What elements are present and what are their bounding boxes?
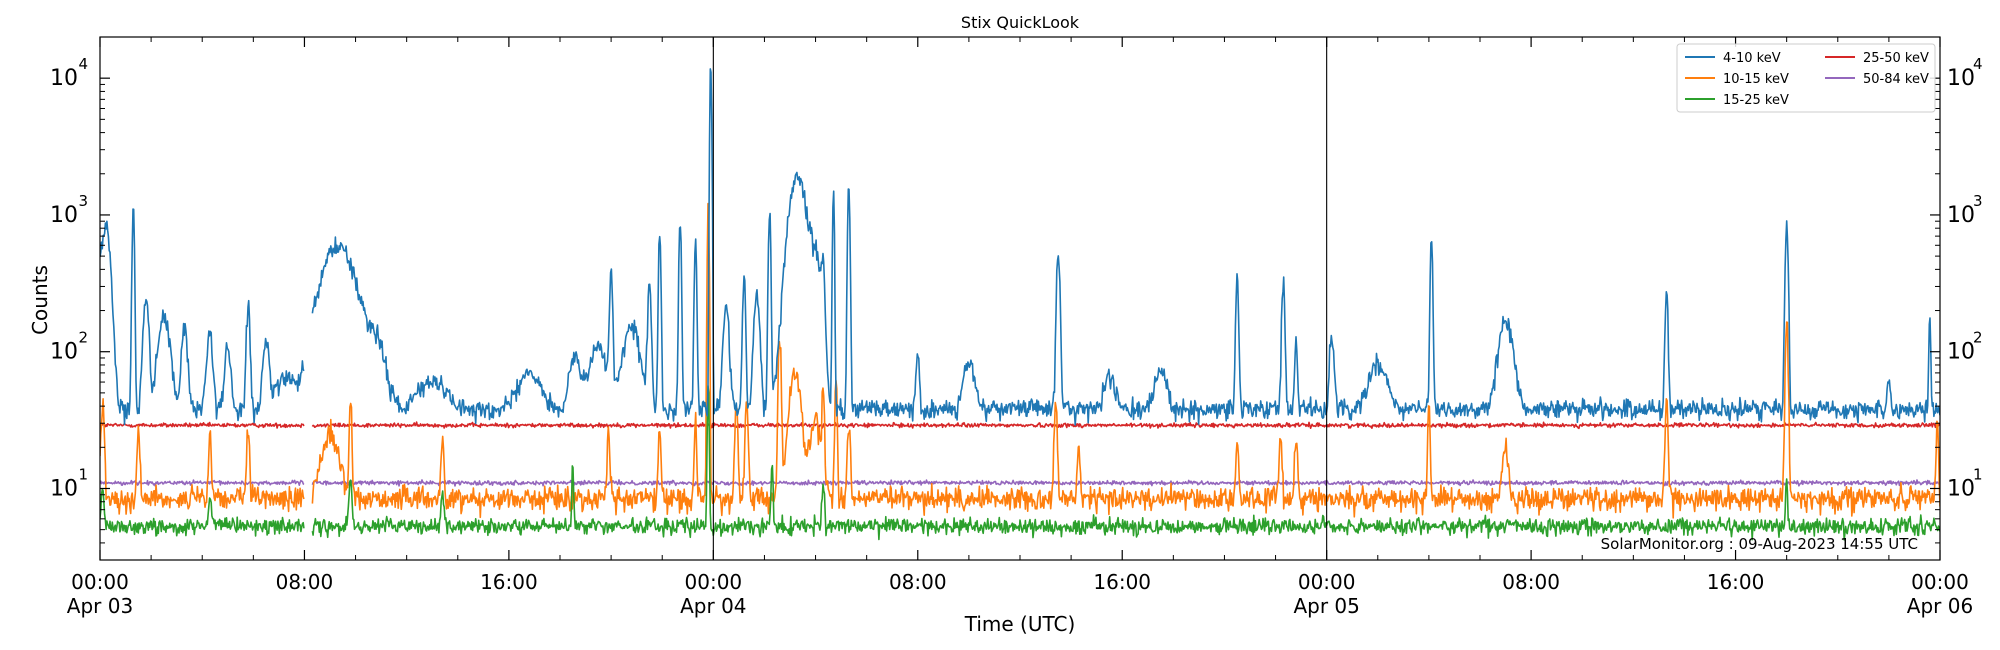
legend-item: 25-50 keV xyxy=(1825,51,1929,66)
y-tick-label-right: 104 xyxy=(1947,55,1983,91)
y-tick-exponent: 3 xyxy=(1973,192,1983,210)
legend-box xyxy=(1676,43,1936,113)
y-tick-label: 210 xyxy=(50,329,88,365)
legend-item: 10-15 keV xyxy=(1685,72,1789,87)
legend-item: 15-25 keV xyxy=(1685,93,1789,108)
x-tick-date: Apr 06 xyxy=(1907,594,1973,618)
y-tick-base: 10 xyxy=(50,476,78,501)
legend-label: 4-10 keV xyxy=(1723,51,1781,66)
y-tick-label: 310 xyxy=(50,192,88,228)
y-tick-base: 10 xyxy=(1947,340,1975,365)
x-tick-label: 00:00 xyxy=(71,570,129,594)
y-tick-base: 10 xyxy=(1947,203,1975,228)
day-boundary-lines xyxy=(712,37,1328,560)
legend-label: 15-25 keV xyxy=(1723,93,1789,108)
series-line-15-25-kev xyxy=(100,385,1940,541)
series-line-10-15-kev xyxy=(100,202,1940,519)
watermark-text: SolarMonitor.org : 09-Aug-2023 14:55 UTC xyxy=(1601,535,1918,553)
x-tick-label: 16:00 xyxy=(480,570,538,594)
y-tick-label: 110 xyxy=(50,465,88,501)
y-tick-label-right: 103 xyxy=(1947,192,1983,228)
y-tick-exponent: 1 xyxy=(1973,465,1983,483)
y-axis-label: Counts xyxy=(28,265,52,335)
x-tick-label: 08:00 xyxy=(1502,570,1560,594)
y-tick-exponent: 2 xyxy=(1973,329,1983,347)
x-tick-label: 16:00 xyxy=(1707,570,1765,594)
series-line-4-10-kev xyxy=(100,68,1940,426)
y-tick-base: 10 xyxy=(1947,66,1975,91)
x-tick-label: 08:00 xyxy=(276,570,334,594)
x-tick-label: 00:00 xyxy=(1911,570,1969,594)
series-layer xyxy=(100,68,1940,541)
x-tick-label: 16:00 xyxy=(1093,570,1151,594)
x-tick-date: Apr 05 xyxy=(1293,594,1359,618)
y-tick-exponent: 4 xyxy=(78,55,88,73)
series-line-25-50-kev xyxy=(100,421,1940,430)
x-tick-label: 00:00 xyxy=(1298,570,1356,594)
y-tick-base: 10 xyxy=(50,66,78,91)
legend: 4-10 keV 10-15 keV 15-25 keV 25-50 keV 50-84… xyxy=(1676,43,1936,113)
y-tick-label: 410 xyxy=(50,55,88,91)
legend-label: 25-50 keV xyxy=(1863,51,1929,66)
legend-item: 4-10 keV xyxy=(1685,51,1781,66)
x-tick-date: Apr 03 xyxy=(67,594,133,618)
chart-title: Stix QuickLook xyxy=(961,13,1080,32)
y-tick-exponent: 1 xyxy=(78,465,88,483)
x-tick-label: 00:00 xyxy=(685,570,743,594)
x-tick-label: 08:00 xyxy=(889,570,947,594)
legend-label: 10-15 keV xyxy=(1723,72,1789,87)
y-tick-label-right: 102 xyxy=(1947,329,1983,365)
y-tick-exponent: 2 xyxy=(78,329,88,347)
legend-item: 50-84 keV xyxy=(1825,72,1929,87)
y-tick-base: 10 xyxy=(1947,476,1975,501)
x-axis-label: Time (UTC) xyxy=(964,612,1076,636)
y-tick-exponent: 4 xyxy=(1973,55,1983,73)
y-tick-exponent: 3 xyxy=(78,192,88,210)
x-tick-date: Apr 04 xyxy=(680,594,746,618)
legend-label: 50-84 keV xyxy=(1863,72,1929,87)
y-tick-base: 10 xyxy=(50,203,78,228)
y-tick-base: 10 xyxy=(50,340,78,365)
y-tick-label-right: 101 xyxy=(1947,465,1983,501)
